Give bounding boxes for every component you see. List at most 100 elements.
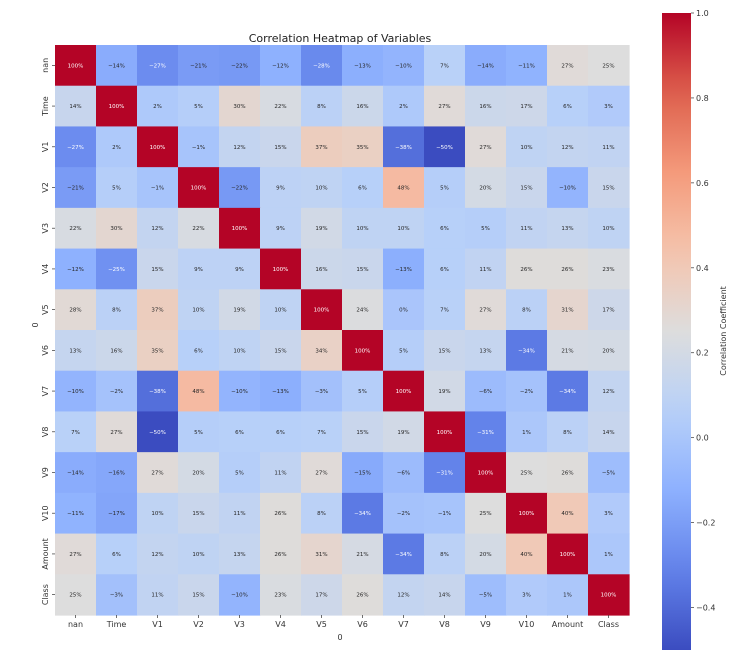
heatmap-cell-label: 30% xyxy=(110,226,122,232)
heatmap-cell xyxy=(178,85,220,128)
heatmap-cell-label: −31% xyxy=(436,471,453,477)
heatmap-cell xyxy=(55,574,97,616)
heatmap-cell xyxy=(424,45,466,87)
heatmap-cell-label: −27% xyxy=(67,145,84,151)
heatmap-cell-label: −2% xyxy=(397,511,410,517)
heatmap-cell xyxy=(547,45,589,87)
heatmap-cell xyxy=(588,370,630,413)
heatmap-cell xyxy=(301,330,343,372)
heatmap-cell xyxy=(178,248,220,290)
heatmap-cell-label: 22% xyxy=(69,226,81,232)
heatmap-cell-label: 1% xyxy=(604,552,613,558)
colorbar-tick-label: 0.0 xyxy=(696,434,709,443)
y-tick-label: V5 xyxy=(41,304,50,315)
heatmap-cell-label: 23% xyxy=(274,593,286,599)
heatmap-cell xyxy=(383,248,425,290)
heatmap-cell-label: 25% xyxy=(479,511,491,517)
heatmap-cell-label: 15% xyxy=(356,430,368,436)
heatmap-cell xyxy=(137,289,179,331)
heatmap-cell xyxy=(424,370,466,413)
y-tick-label: V10 xyxy=(41,505,50,521)
heatmap-cell-label: 8% xyxy=(440,552,449,558)
heatmap-cell xyxy=(342,330,384,372)
heatmap-cell-label: 24% xyxy=(356,308,368,314)
heatmap-cell-label: −34% xyxy=(518,348,535,354)
heatmap-cell xyxy=(383,533,425,575)
heatmap-cell xyxy=(219,533,261,575)
heatmap-cell xyxy=(260,492,302,535)
heatmap-cell xyxy=(424,248,466,290)
heatmap-cell-label: 20% xyxy=(479,186,491,192)
heatmap-cell xyxy=(219,45,261,87)
heatmap-cell xyxy=(588,167,630,209)
heatmap-cell xyxy=(383,207,425,250)
heatmap-cell-label: −22% xyxy=(231,186,248,192)
heatmap-cell-label: 37% xyxy=(315,145,327,151)
heatmap-cell xyxy=(55,370,97,413)
heatmap-cell xyxy=(506,492,548,535)
heatmap-cell xyxy=(342,452,384,494)
heatmap-cell-label: 20% xyxy=(479,552,491,558)
heatmap-cell-label: 10% xyxy=(192,552,204,558)
heatmap-cell xyxy=(383,167,425,209)
heatmap-cells xyxy=(55,45,630,616)
heatmap-cell xyxy=(342,167,384,209)
heatmap-cell xyxy=(260,330,302,372)
heatmap-cell xyxy=(260,411,302,453)
heatmap-cell xyxy=(178,330,220,372)
heatmap-cell-label: 100% xyxy=(232,226,248,232)
y-tick-label: V2 xyxy=(41,182,50,193)
heatmap-cell-label: 6% xyxy=(276,430,285,436)
heatmap-cell xyxy=(178,370,220,413)
heatmap-cell xyxy=(260,289,302,331)
heatmap-cell-label: 11% xyxy=(479,267,491,273)
heatmap-cell xyxy=(178,492,220,535)
heatmap-cell-label: −50% xyxy=(436,145,453,151)
heatmap-cell xyxy=(342,289,384,331)
heatmap-cell xyxy=(588,248,630,290)
heatmap-cell xyxy=(137,167,179,209)
heatmap-cell xyxy=(547,126,589,168)
heatmap-cell xyxy=(342,574,384,616)
heatmap-cell-label: 9% xyxy=(194,267,203,273)
heatmap-cell xyxy=(301,492,343,535)
heatmap-cell xyxy=(301,248,343,290)
heatmap-cell xyxy=(219,126,261,168)
colorbar-tick-label: −0.4 xyxy=(696,604,715,613)
y-tick-label: V1 xyxy=(41,142,50,153)
heatmap-cell-label: 37% xyxy=(151,308,163,314)
heatmap-cell xyxy=(588,452,630,494)
x-tick-label: V5 xyxy=(316,620,327,629)
heatmap-cell xyxy=(55,126,97,168)
heatmap-cell-label: −38% xyxy=(395,145,412,151)
heatmap-cell-label: 15% xyxy=(192,593,204,599)
heatmap-cell xyxy=(96,411,138,453)
heatmap-cell-label: 30% xyxy=(233,104,245,110)
heatmap-cell-label: 13% xyxy=(233,552,245,558)
x-tick-label: V6 xyxy=(357,620,368,629)
heatmap-cell-label: 16% xyxy=(479,104,491,110)
heatmap-cell xyxy=(465,452,507,494)
heatmap-cell xyxy=(260,45,302,87)
heatmap-cell xyxy=(342,370,384,413)
heatmap-cell-label: 12% xyxy=(151,226,163,232)
heatmap-cell xyxy=(506,126,548,168)
heatmap-cell xyxy=(342,411,384,453)
heatmap-cell-label: 5% xyxy=(194,430,203,436)
heatmap-cell-label: 10% xyxy=(151,511,163,517)
heatmap-cell-label: 7% xyxy=(440,63,449,69)
heatmap-cell-label: 21% xyxy=(356,552,368,558)
heatmap-cell xyxy=(219,85,261,128)
heatmap-cell-label: 9% xyxy=(235,267,244,273)
heatmap-cell-label: 26% xyxy=(274,511,286,517)
heatmap-cell-label: −5% xyxy=(602,471,615,477)
heatmap-cell-label: 100% xyxy=(437,430,453,436)
heatmap-cell xyxy=(178,289,220,331)
heatmap-cell-label: −1% xyxy=(151,186,164,192)
heatmap-cell-label: 5% xyxy=(235,471,244,477)
heatmap-cell xyxy=(55,289,97,331)
y-tick-label: Time xyxy=(41,96,50,117)
heatmap-cell-label: −10% xyxy=(67,389,84,395)
heatmap-cell xyxy=(506,167,548,209)
x-tick-label: V10 xyxy=(519,620,535,629)
